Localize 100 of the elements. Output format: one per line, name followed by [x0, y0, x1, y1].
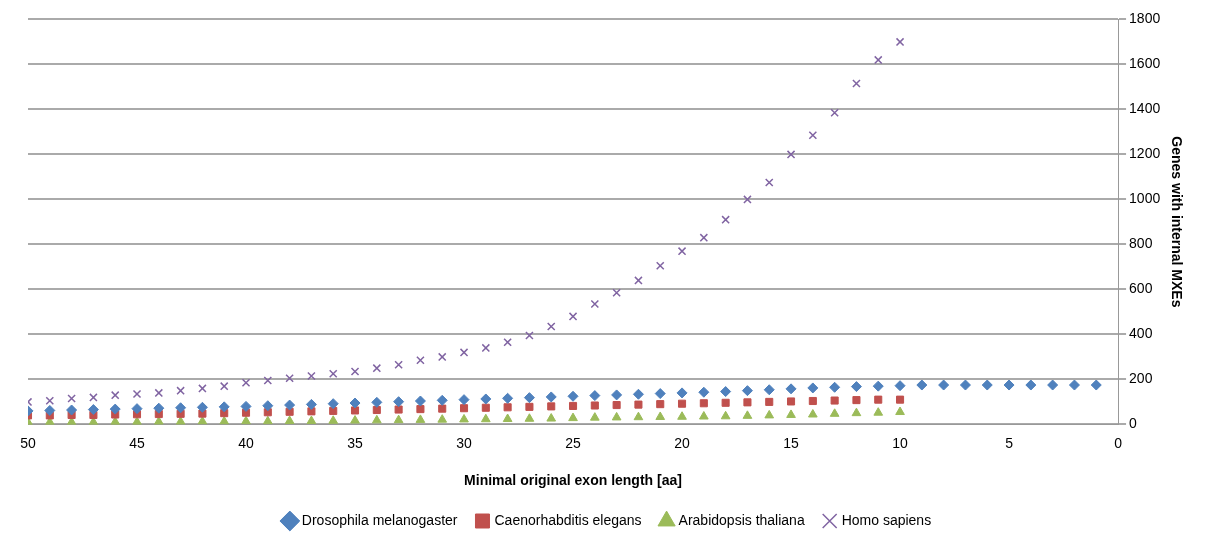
point — [611, 389, 623, 401]
point — [110, 390, 120, 400]
point — [896, 395, 905, 404]
point — [285, 373, 294, 383]
point — [175, 402, 187, 414]
point — [829, 381, 841, 393]
point — [109, 403, 121, 415]
point — [699, 233, 709, 242]
point — [676, 387, 688, 399]
point — [306, 415, 317, 425]
point — [349, 397, 361, 409]
point — [241, 378, 251, 388]
x-tick-label: 30 — [456, 434, 473, 451]
x-tick-label: 45 — [129, 434, 145, 451]
point — [459, 413, 469, 423]
point — [87, 404, 99, 416]
point — [132, 389, 142, 399]
point — [656, 400, 665, 409]
point — [872, 380, 884, 392]
point — [634, 400, 643, 409]
point — [415, 414, 426, 423]
y-axis-title: Genes with internal MXEs — [1168, 136, 1185, 308]
point — [66, 404, 78, 416]
legend-label: Caenorhabditis elegans — [494, 511, 642, 528]
point — [720, 386, 732, 398]
point — [437, 352, 447, 362]
legend-label: Homo sapiens — [841, 511, 932, 528]
point — [503, 337, 512, 347]
point — [219, 381, 229, 391]
point — [916, 379, 928, 391]
point — [895, 406, 905, 416]
point — [371, 414, 382, 424]
point — [1068, 379, 1080, 391]
point — [196, 401, 208, 413]
point — [458, 394, 470, 406]
point — [416, 355, 425, 365]
point — [981, 379, 993, 391]
point — [785, 383, 797, 395]
point — [633, 411, 644, 421]
point — [567, 390, 579, 402]
point — [524, 413, 535, 422]
point — [547, 402, 556, 411]
point — [307, 371, 316, 381]
point — [350, 415, 360, 424]
point — [764, 409, 775, 419]
point — [328, 369, 338, 379]
point — [153, 402, 165, 414]
point — [241, 415, 251, 425]
point — [414, 395, 426, 407]
point — [480, 393, 492, 405]
point — [786, 150, 796, 159]
point — [45, 396, 55, 406]
point — [743, 195, 752, 204]
point — [698, 386, 710, 398]
point — [523, 392, 535, 404]
point — [568, 401, 578, 410]
point — [808, 396, 817, 406]
y-tick-label: 1400 — [1129, 100, 1161, 117]
point — [480, 413, 491, 423]
point — [89, 393, 98, 402]
point — [393, 396, 405, 408]
point — [787, 397, 796, 406]
point — [590, 401, 599, 410]
y-tick-label: 1600 — [1129, 55, 1161, 72]
point — [763, 384, 775, 396]
point — [394, 360, 403, 370]
point — [371, 396, 383, 408]
point — [327, 398, 339, 410]
point — [808, 409, 818, 418]
point — [612, 401, 621, 410]
point — [720, 410, 731, 420]
point — [1090, 379, 1102, 391]
point — [1025, 379, 1037, 391]
point — [438, 404, 447, 413]
point — [590, 412, 600, 421]
point — [873, 55, 883, 65]
x-tick-label: 40 — [238, 434, 255, 451]
point — [699, 399, 708, 408]
point — [721, 398, 730, 407]
point — [894, 380, 906, 392]
point — [176, 386, 185, 395]
point — [830, 108, 839, 118]
point — [612, 288, 621, 298]
point — [654, 388, 666, 400]
point — [262, 400, 274, 412]
x-tick-label: 35 — [347, 434, 364, 451]
point — [284, 399, 296, 411]
point — [678, 399, 687, 408]
point — [829, 408, 840, 417]
point — [546, 413, 557, 422]
y-tick-label: 1800 — [1129, 10, 1161, 27]
point — [459, 404, 469, 413]
point — [307, 407, 316, 416]
point — [525, 331, 534, 340]
x-axis-title: Minimal original exon length [aa] — [464, 472, 682, 489]
point — [262, 415, 273, 425]
point — [218, 401, 230, 413]
point — [852, 396, 861, 405]
point — [459, 348, 469, 357]
y-tick-label: 600 — [1129, 280, 1153, 297]
